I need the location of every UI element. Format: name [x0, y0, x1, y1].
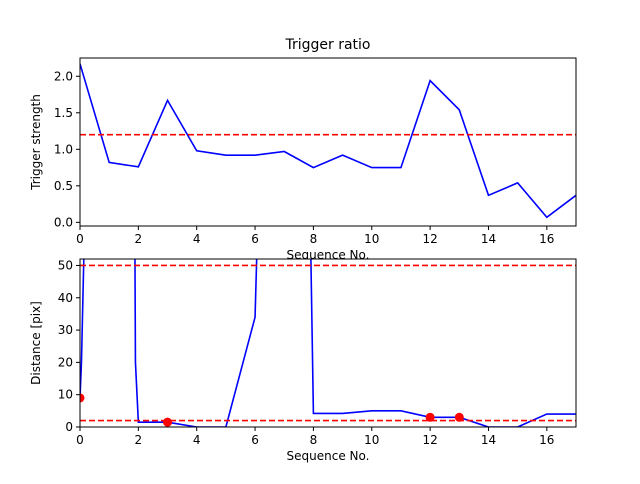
x-tick-label: 4	[193, 232, 201, 246]
x-tick-label: 10	[364, 232, 379, 246]
y-tick-label: 0	[65, 420, 73, 434]
y-tick-label: 40	[58, 291, 73, 305]
x-tick-label: 14	[481, 232, 496, 246]
marker-point-3	[454, 412, 464, 422]
distance-plot: 0 2 4 6 8 10 12 14 16 0 10 20 30 40 50 Sequence No. Dist…	[29, 258, 577, 463]
y-tick-label: 2.0	[54, 69, 73, 83]
x-tick-label: 6	[251, 433, 259, 447]
x-tick-label: 16	[539, 232, 554, 246]
y-tick-label: 0.0	[54, 215, 73, 229]
x-tick-label: 0	[76, 232, 84, 246]
x-tick-label: 10	[364, 433, 379, 447]
y-axis-label: Distance [pix]	[29, 301, 43, 385]
x-tick-label: 2	[135, 232, 143, 246]
x-tick-label: 8	[310, 433, 318, 447]
y-tick-label: 0.5	[54, 179, 73, 193]
lower-axes-background	[80, 259, 576, 427]
axes-frame	[79, 258, 577, 428]
x-tick-label: 12	[422, 433, 437, 447]
x-tick-label: 6	[251, 232, 259, 246]
y-tick-label: 1.5	[54, 106, 73, 120]
x-tick-label: 0	[76, 433, 84, 447]
x-tick-label: 2	[135, 433, 143, 447]
x-tick-label: 16	[539, 433, 554, 447]
marker-point-1	[163, 417, 173, 427]
y-tick-label: 20	[58, 355, 73, 369]
x-tick-label: 14	[481, 433, 496, 447]
axes-frame	[79, 57, 577, 227]
chart-title: Trigger ratio	[284, 37, 370, 53]
x-tick-label: 4	[193, 433, 201, 447]
y-tick-label: 30	[58, 323, 73, 337]
trigger-ratio-plot: 0 2 4 6 8 10 12 14 16 0.0 0.5 1.0 1.5 2.0 Trigger rati…	[29, 37, 577, 262]
y-tick-label: 50	[58, 258, 73, 272]
y-tick-label: 1.0	[54, 142, 73, 156]
y-tick-label: 10	[58, 388, 73, 402]
y-axis-label: Trigger strength	[29, 94, 43, 191]
x-axis-label: Sequence No.	[287, 449, 370, 463]
x-tick-label: 12	[422, 232, 437, 246]
x-tick-label: 8	[310, 232, 318, 246]
marker-point-0	[80, 393, 85, 403]
marker-point-2	[425, 412, 435, 422]
series-line-0-0	[80, 63, 576, 219]
